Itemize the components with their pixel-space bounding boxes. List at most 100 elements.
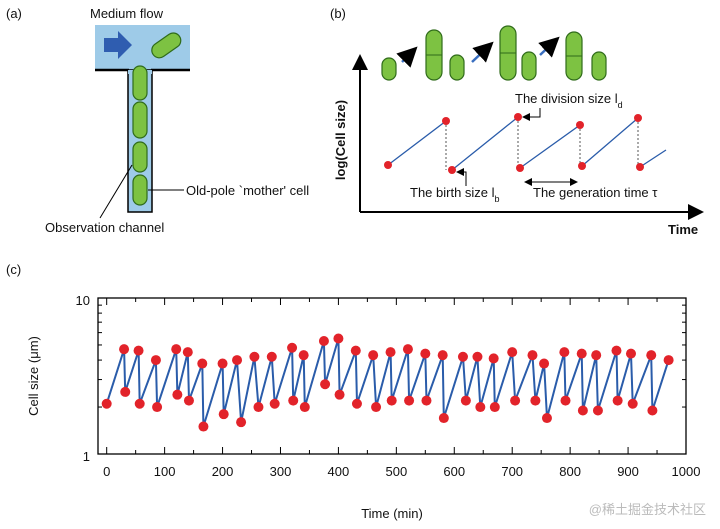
plot-frame	[97, 297, 687, 455]
x-tick-label: 200	[212, 464, 234, 479]
cell	[521, 51, 537, 81]
x-axis-label: Time (min)	[361, 506, 423, 521]
growth-arrow	[538, 36, 560, 58]
size-point	[489, 402, 500, 413]
x-tick-label: 800	[559, 464, 581, 479]
flow-arrow	[104, 31, 132, 59]
y-tick-label: 1	[83, 449, 90, 464]
size-point	[351, 398, 362, 409]
size-point	[488, 353, 499, 364]
cell	[132, 65, 148, 101]
size-point	[152, 402, 163, 413]
x-tick-label: 300	[270, 464, 292, 479]
division-label: The division size ld	[515, 91, 623, 110]
x-tick-label: 600	[443, 464, 465, 479]
size-point	[236, 417, 247, 428]
birth-label: The birth size lb	[410, 185, 500, 204]
cell	[151, 32, 182, 59]
size-point	[183, 395, 194, 406]
size-point	[232, 355, 243, 366]
size-point	[507, 347, 518, 358]
size-point	[541, 413, 552, 424]
x-tick-label: 400	[328, 464, 350, 479]
size-point	[510, 395, 521, 406]
size-point	[253, 402, 264, 413]
size-point	[150, 355, 161, 366]
size-point	[460, 395, 471, 406]
growth-arrow	[471, 41, 494, 63]
size-point	[404, 395, 415, 406]
cell	[449, 54, 465, 81]
size-point	[420, 348, 431, 359]
growth-arrow	[396, 46, 418, 68]
size-point	[385, 347, 396, 358]
size-point	[612, 395, 623, 406]
cell	[132, 101, 148, 139]
size-point	[663, 355, 674, 366]
size-point	[627, 398, 638, 409]
channel-label: Observation channel	[45, 220, 164, 235]
size-point	[386, 395, 397, 406]
size-point	[198, 421, 209, 432]
size-point	[269, 398, 280, 409]
cell	[381, 57, 397, 81]
x-tick-label: 700	[501, 464, 523, 479]
size-point	[438, 413, 449, 424]
size-point	[475, 402, 486, 413]
division-drop	[445, 117, 639, 170]
panel-label: (c)	[6, 262, 21, 277]
size-point	[197, 358, 208, 369]
size-point	[350, 345, 361, 356]
size-point	[119, 344, 130, 355]
size-point	[457, 351, 468, 362]
y-axis-label: Cell size (μm)	[26, 336, 41, 416]
size-point	[134, 398, 145, 409]
size-point	[333, 333, 344, 344]
pointer	[522, 108, 541, 121]
size-point	[334, 389, 345, 400]
size-point	[299, 402, 310, 413]
size-point	[288, 395, 299, 406]
y-tick-label: 10	[76, 293, 90, 308]
panel-c: (c) Time (min) Cell size (μm) 0 100 200 300…	[6, 262, 700, 521]
size-point	[559, 347, 570, 358]
x-tick-label: 500	[385, 464, 407, 479]
size-point	[298, 350, 309, 361]
panel-b: (b) log(Cell size) Time The division siz…	[330, 6, 704, 237]
size-trace	[387, 116, 667, 171]
cell	[132, 174, 148, 206]
size-point	[182, 347, 193, 358]
cell	[591, 51, 607, 81]
size-point	[320, 379, 331, 390]
size-point	[560, 395, 571, 406]
y-label: log(Cell size)	[333, 100, 348, 180]
size-point	[249, 351, 260, 362]
size-point	[368, 350, 379, 361]
size-point	[472, 351, 483, 362]
x-label: Time	[668, 222, 698, 237]
pointer	[456, 168, 467, 186]
size-point	[647, 405, 658, 416]
generation-label: The generation time τ	[533, 185, 658, 200]
mother-label: Old-pole `mother' cell	[186, 183, 309, 198]
x-tick-label: 900	[617, 464, 639, 479]
size-point	[527, 350, 538, 361]
example-points	[384, 113, 644, 174]
size-point	[539, 358, 550, 369]
size-point	[218, 409, 229, 420]
size-point	[421, 395, 432, 406]
panel-label: (a)	[6, 6, 22, 21]
size-line	[105, 338, 670, 427]
pointer	[99, 164, 133, 219]
size-point	[371, 402, 382, 413]
flow-label: Medium flow	[90, 6, 164, 21]
size-point	[217, 358, 228, 369]
size-point	[611, 345, 622, 356]
cell	[132, 141, 148, 173]
x-tick-label: 1000	[672, 464, 701, 479]
size-point	[266, 351, 277, 362]
size-point	[402, 344, 413, 355]
size-point	[133, 345, 144, 356]
size-point	[577, 405, 588, 416]
